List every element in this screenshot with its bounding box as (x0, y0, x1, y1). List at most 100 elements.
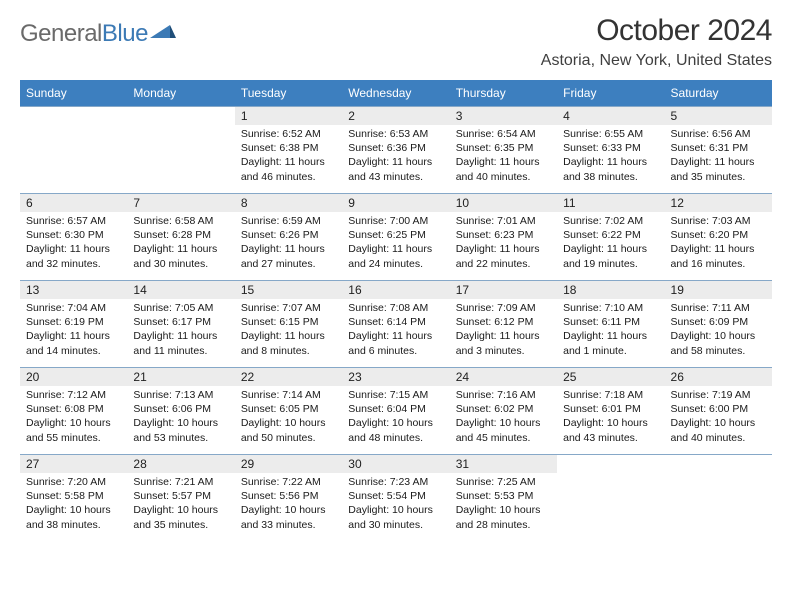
day-line: Daylight: 11 hours and 24 minutes. (348, 242, 443, 270)
day-number: 19 (665, 281, 772, 299)
day-line: Daylight: 11 hours and 32 minutes. (26, 242, 121, 270)
day-cell: 17Sunrise: 7:09 AMSunset: 6:12 PMDayligh… (450, 281, 557, 367)
day-line: Sunset: 6:08 PM (26, 402, 121, 416)
day-number: 30 (342, 455, 449, 473)
day-line: Sunset: 6:30 PM (26, 228, 121, 242)
day-cell: 27Sunrise: 7:20 AMSunset: 5:58 PMDayligh… (20, 455, 127, 541)
day-line: Sunrise: 6:55 AM (563, 127, 658, 141)
day-line: Sunrise: 7:02 AM (563, 214, 658, 228)
day-line: Sunrise: 7:20 AM (26, 475, 121, 489)
day-line: Sunset: 6:06 PM (133, 402, 228, 416)
day-line: Daylight: 11 hours and 40 minutes. (456, 155, 551, 183)
day-line: Sunrise: 7:10 AM (563, 301, 658, 315)
day-cell: 30Sunrise: 7:23 AMSunset: 5:54 PMDayligh… (342, 455, 449, 541)
day-line: Sunset: 6:22 PM (563, 228, 658, 242)
day-cell (127, 107, 234, 193)
day-line: Sunset: 6:36 PM (348, 141, 443, 155)
day-body (557, 473, 664, 479)
day-line: Sunrise: 7:05 AM (133, 301, 228, 315)
day-number: 7 (127, 194, 234, 212)
day-line: Sunset: 5:53 PM (456, 489, 551, 503)
day-body: Sunrise: 7:09 AMSunset: 6:12 PMDaylight:… (450, 299, 557, 362)
day-line: Sunrise: 7:07 AM (241, 301, 336, 315)
day-cell: 11Sunrise: 7:02 AMSunset: 6:22 PMDayligh… (557, 194, 664, 280)
day-line: Daylight: 10 hours and 55 minutes. (26, 416, 121, 444)
day-body: Sunrise: 7:16 AMSunset: 6:02 PMDaylight:… (450, 386, 557, 449)
dow-cell: Thursday (450, 81, 557, 106)
day-line: Sunrise: 7:12 AM (26, 388, 121, 402)
day-body: Sunrise: 7:03 AMSunset: 6:20 PMDaylight:… (665, 212, 772, 275)
day-line: Daylight: 10 hours and 30 minutes. (348, 503, 443, 531)
logo-word1: General (20, 20, 102, 47)
day-line: Sunrise: 7:21 AM (133, 475, 228, 489)
day-body: Sunrise: 7:23 AMSunset: 5:54 PMDaylight:… (342, 473, 449, 536)
day-cell: 24Sunrise: 7:16 AMSunset: 6:02 PMDayligh… (450, 368, 557, 454)
day-body: Sunrise: 6:56 AMSunset: 6:31 PMDaylight:… (665, 125, 772, 188)
day-line: Sunrise: 7:01 AM (456, 214, 551, 228)
day-number: 25 (557, 368, 664, 386)
day-cell: 13Sunrise: 7:04 AMSunset: 6:19 PMDayligh… (20, 281, 127, 367)
day-number: 2 (342, 107, 449, 125)
day-body: Sunrise: 6:59 AMSunset: 6:26 PMDaylight:… (235, 212, 342, 275)
day-line: Sunset: 6:19 PM (26, 315, 121, 329)
location: Astoria, New York, United States (541, 52, 772, 70)
day-line: Daylight: 10 hours and 48 minutes. (348, 416, 443, 444)
day-line: Daylight: 10 hours and 38 minutes. (26, 503, 121, 531)
day-number: 20 (20, 368, 127, 386)
day-cell: 1Sunrise: 6:52 AMSunset: 6:38 PMDaylight… (235, 107, 342, 193)
day-cell: 2Sunrise: 6:53 AMSunset: 6:36 PMDaylight… (342, 107, 449, 193)
day-line: Daylight: 11 hours and 14 minutes. (26, 329, 121, 357)
day-cell: 26Sunrise: 7:19 AMSunset: 6:00 PMDayligh… (665, 368, 772, 454)
day-cell: 6Sunrise: 6:57 AMSunset: 6:30 PMDaylight… (20, 194, 127, 280)
day-line: Sunrise: 7:14 AM (241, 388, 336, 402)
day-line: Sunrise: 6:59 AM (241, 214, 336, 228)
header: GeneralBlue October 2024 Astoria, New Yo… (20, 14, 772, 70)
day-number: 22 (235, 368, 342, 386)
dow-cell: Monday (127, 81, 234, 106)
week-row: 13Sunrise: 7:04 AMSunset: 6:19 PMDayligh… (20, 280, 772, 367)
day-cell: 3Sunrise: 6:54 AMSunset: 6:35 PMDaylight… (450, 107, 557, 193)
day-number: 17 (450, 281, 557, 299)
day-cell: 9Sunrise: 7:00 AMSunset: 6:25 PMDaylight… (342, 194, 449, 280)
day-line: Daylight: 11 hours and 16 minutes. (671, 242, 766, 270)
day-body: Sunrise: 6:58 AMSunset: 6:28 PMDaylight:… (127, 212, 234, 275)
day-body: Sunrise: 7:14 AMSunset: 6:05 PMDaylight:… (235, 386, 342, 449)
day-line: Sunset: 6:09 PM (671, 315, 766, 329)
day-line: Sunrise: 7:22 AM (241, 475, 336, 489)
day-number: 26 (665, 368, 772, 386)
day-line: Sunrise: 7:11 AM (671, 301, 766, 315)
day-number: 15 (235, 281, 342, 299)
day-cell (665, 455, 772, 541)
day-body (20, 125, 127, 131)
day-line: Daylight: 10 hours and 28 minutes. (456, 503, 551, 531)
day-line: Daylight: 10 hours and 58 minutes. (671, 329, 766, 357)
month-title: October 2024 (541, 14, 772, 48)
day-body: Sunrise: 6:52 AMSunset: 6:38 PMDaylight:… (235, 125, 342, 188)
day-line: Sunset: 6:01 PM (563, 402, 658, 416)
day-line: Sunrise: 7:19 AM (671, 388, 766, 402)
day-number: 12 (665, 194, 772, 212)
day-line: Sunrise: 6:57 AM (26, 214, 121, 228)
day-body: Sunrise: 7:02 AMSunset: 6:22 PMDaylight:… (557, 212, 664, 275)
day-line: Daylight: 11 hours and 35 minutes. (671, 155, 766, 183)
day-number (665, 455, 772, 473)
day-line: Sunset: 6:31 PM (671, 141, 766, 155)
day-line: Daylight: 11 hours and 11 minutes. (133, 329, 228, 357)
day-number: 29 (235, 455, 342, 473)
day-line: Daylight: 10 hours and 35 minutes. (133, 503, 228, 531)
day-line: Sunset: 5:54 PM (348, 489, 443, 503)
day-cell: 5Sunrise: 6:56 AMSunset: 6:31 PMDaylight… (665, 107, 772, 193)
day-cell: 25Sunrise: 7:18 AMSunset: 6:01 PMDayligh… (557, 368, 664, 454)
day-line: Daylight: 11 hours and 22 minutes. (456, 242, 551, 270)
day-body: Sunrise: 6:55 AMSunset: 6:33 PMDaylight:… (557, 125, 664, 188)
day-line: Sunset: 6:38 PM (241, 141, 336, 155)
week-row: 27Sunrise: 7:20 AMSunset: 5:58 PMDayligh… (20, 454, 772, 541)
day-of-week-row: SundayMondayTuesdayWednesdayThursdayFrid… (20, 81, 772, 106)
day-number (127, 107, 234, 125)
day-cell: 8Sunrise: 6:59 AMSunset: 6:26 PMDaylight… (235, 194, 342, 280)
day-body: Sunrise: 7:05 AMSunset: 6:17 PMDaylight:… (127, 299, 234, 362)
day-line: Sunrise: 6:58 AM (133, 214, 228, 228)
day-body: Sunrise: 7:04 AMSunset: 6:19 PMDaylight:… (20, 299, 127, 362)
day-body: Sunrise: 7:13 AMSunset: 6:06 PMDaylight:… (127, 386, 234, 449)
day-cell: 23Sunrise: 7:15 AMSunset: 6:04 PMDayligh… (342, 368, 449, 454)
